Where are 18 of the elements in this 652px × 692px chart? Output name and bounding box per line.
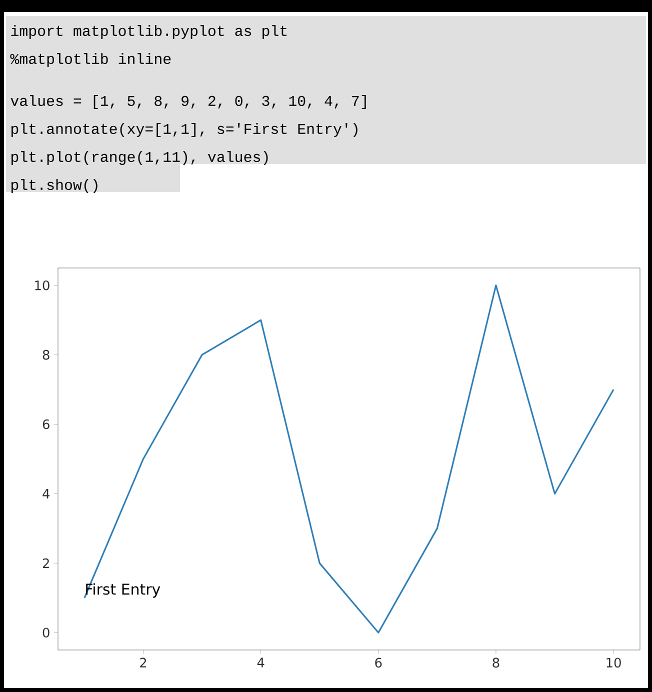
x-tick-label: 10 xyxy=(606,658,621,668)
text: plt.annotate(xy=[1,1], s='First Entry') xyxy=(12,123,358,137)
text: import matplotlib.pyplot as plt xyxy=(11,25,287,39)
text: %matplotlib inline xyxy=(10,53,171,67)
y-tick-label: 8 xyxy=(42,350,50,360)
y-tick-label: 4 xyxy=(42,489,50,498)
y-tick-label: 2 xyxy=(42,558,49,568)
y-tick-label: 10 xyxy=(35,280,50,290)
line-series xyxy=(84,284,614,634)
x-tick-label: 4 xyxy=(257,658,264,668)
y-tick-label: 0 xyxy=(42,628,50,638)
text: values = [1, 5, 8, 9, 2, 0, 3, 10, 4, 7] xyxy=(10,95,366,109)
x-tick-label: 2 xyxy=(140,658,146,668)
x-tick-label: 6 xyxy=(375,658,382,668)
y-tick-label: 6 xyxy=(42,419,50,430)
text: plt.show() xyxy=(12,179,98,193)
text: plt.plot(range(1,11), values) xyxy=(12,151,268,165)
x-tick-label: 8 xyxy=(492,658,500,668)
